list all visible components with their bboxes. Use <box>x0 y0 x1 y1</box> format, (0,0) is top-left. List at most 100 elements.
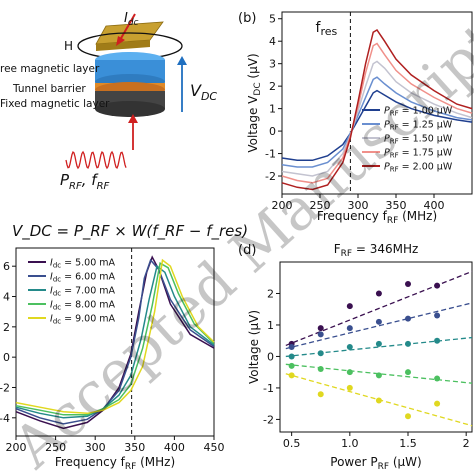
chart-d-title-sub: RF <box>341 249 352 259</box>
chart-d-fit-line <box>285 336 473 358</box>
chart-b-ytick-label: 4 <box>269 35 276 48</box>
chart-d-panel-label: (d) <box>238 243 256 258</box>
chart-b-legend-p: P <box>384 148 390 159</box>
chart-b-series-line <box>281 60 473 177</box>
tunnel-barrier-label: Tunnel barrier <box>12 83 86 95</box>
chart-d-ytick-label: 2 <box>267 287 274 300</box>
chart-d-xlabel: Power PRF (μW) <box>330 455 421 472</box>
chart-b-legend-value: = 1.75 μW <box>399 148 453 159</box>
chart-b-series-line <box>281 42 473 184</box>
chart-c-legend-i: I <box>50 314 53 325</box>
chart-d-point <box>317 331 324 338</box>
chart-d-point <box>405 281 411 288</box>
chart-c-xtick-label: 250 <box>45 441 66 454</box>
chart-b-xlabel-unit: (MHz) <box>398 209 437 223</box>
rf-wave <box>65 150 127 170</box>
chart-d-point <box>434 337 441 344</box>
chart-c-legend-sub: dc <box>53 276 61 284</box>
chart-d-point <box>346 384 353 391</box>
chart-c-legend-label: Idc = 5.00 mA <box>50 258 116 270</box>
chart-c-xlabel: Frequency fRF (MHz) <box>55 455 175 472</box>
chart-c-xlabel-sub: RF <box>125 462 136 472</box>
chart-d-ylabel: Voltage (μV) <box>247 310 261 384</box>
chart-b-legend-p: P <box>384 162 390 173</box>
chart-c-legend-i: I <box>50 286 53 297</box>
chart-c-series-line <box>15 262 215 416</box>
chart-d-xlabel-sub: RF <box>378 462 389 472</box>
chart-b-legend-label: PRF = 1.00 μW <box>384 106 453 118</box>
chart-d-frame <box>279 261 473 433</box>
chart-d-title-main: F <box>334 242 341 256</box>
chart-c-ytick-label: 6 <box>3 260 10 273</box>
chart-c-legend-value: = 8.00 mA <box>61 300 115 311</box>
chart-d-point <box>434 312 441 319</box>
chart-d-title: FRF = 346MHz <box>334 242 419 259</box>
chart-c-legend-label: Idc = 8.00 mA <box>50 300 116 312</box>
chart-c-ytick-label: -2 <box>0 381 10 394</box>
equation: V_DC = P_RF × W(f_RF − f_res) <box>12 222 248 241</box>
chart-d-point <box>405 340 411 347</box>
chart-c-ytick-label: 0 <box>3 351 10 364</box>
chart-d-fit-line <box>285 270 473 347</box>
chart-b-legend-sub: RF <box>390 138 399 146</box>
free-layer-label: ree magnetic layer <box>0 63 100 75</box>
chart-b-frame <box>281 11 473 195</box>
chart-b-series-line <box>281 29 473 191</box>
chart-b-ylabel-main: Voltage V <box>246 95 260 153</box>
chart-c-xlabel-unit: (MHz) <box>136 455 175 469</box>
chart-d-point <box>434 375 441 382</box>
chart-d-ytick-label: -1 <box>263 382 274 395</box>
chart-d-point <box>375 340 382 347</box>
chart-d-point <box>405 413 411 420</box>
chart-b-xlabel-sub: RF <box>387 216 398 226</box>
chart-b-ytick-label: -2 <box>265 170 276 183</box>
chart-c-legend-label: Idc = 9.00 mA <box>50 314 116 326</box>
chart-d-point <box>317 366 324 373</box>
chart-c-ytick-label: -4 <box>0 412 10 425</box>
chart-b-ytick-label: 3 <box>269 58 276 71</box>
fixed-layer-bottom <box>95 101 165 117</box>
chart-d-xtick-label: 1.5 <box>399 437 417 450</box>
rf-label: PRF, fRF <box>60 171 110 192</box>
chart-c-legend-i: I <box>50 272 53 283</box>
device-schematic: Idc H ree magnetic layer Tunnel barrier … <box>0 11 248 241</box>
chart-d-fit-line <box>285 363 473 384</box>
chart-d-point <box>375 372 382 379</box>
chart-d-point <box>346 303 353 310</box>
chart-d-ytick-label: -2 <box>263 413 274 426</box>
chart-b-panel-label: (b) <box>238 11 256 26</box>
current-arrowhead <box>116 36 125 46</box>
current-label: Idc <box>124 11 139 28</box>
field-label: H <box>64 39 73 53</box>
chart-d-ytick-label: 0 <box>267 350 274 363</box>
chart-c-ytick-label: 4 <box>3 291 10 304</box>
chart-b-series-line <box>281 76 473 168</box>
chart-c-legend-label: Idc = 6.00 mA <box>50 272 116 284</box>
chart-d-point <box>288 372 295 379</box>
chart-d-point <box>346 344 353 350</box>
chart-c-xtick-label: 350 <box>124 441 145 454</box>
chart-c-legend-label: Idc = 7.00 mA <box>50 286 116 298</box>
rf-arrowhead <box>128 114 138 123</box>
chart-b-legend-sub: RF <box>390 152 399 160</box>
chart-d-point <box>434 400 441 407</box>
chart-d-point <box>346 325 353 332</box>
chart-c-legend-i: I <box>50 258 53 269</box>
chart-b-xlabel: Frequency fRF (MHz) <box>317 209 437 226</box>
chart-d-title-unit: = 346MHz <box>352 242 418 256</box>
chart-d-point <box>405 315 411 322</box>
chart-b-legend-p: P <box>384 120 390 131</box>
chart-b-xtick-label: 300 <box>348 199 369 212</box>
chart-b-legend-sub: RF <box>390 110 399 118</box>
chart-b-ytick-label: 0 <box>269 125 276 138</box>
chart-b-xtick-label: 250 <box>310 199 331 212</box>
chart-b-legend-label: PRF = 1.75 μW <box>384 148 453 160</box>
chart-b-legend-value: = 2.00 μW <box>399 162 453 173</box>
chart-b-fres-label: fres <box>316 20 338 38</box>
chart-d-ytick-label: 1 <box>267 319 274 332</box>
chart-c-series-line <box>15 258 215 415</box>
chart-b-ylabel-unit: (μV) <box>246 53 260 82</box>
